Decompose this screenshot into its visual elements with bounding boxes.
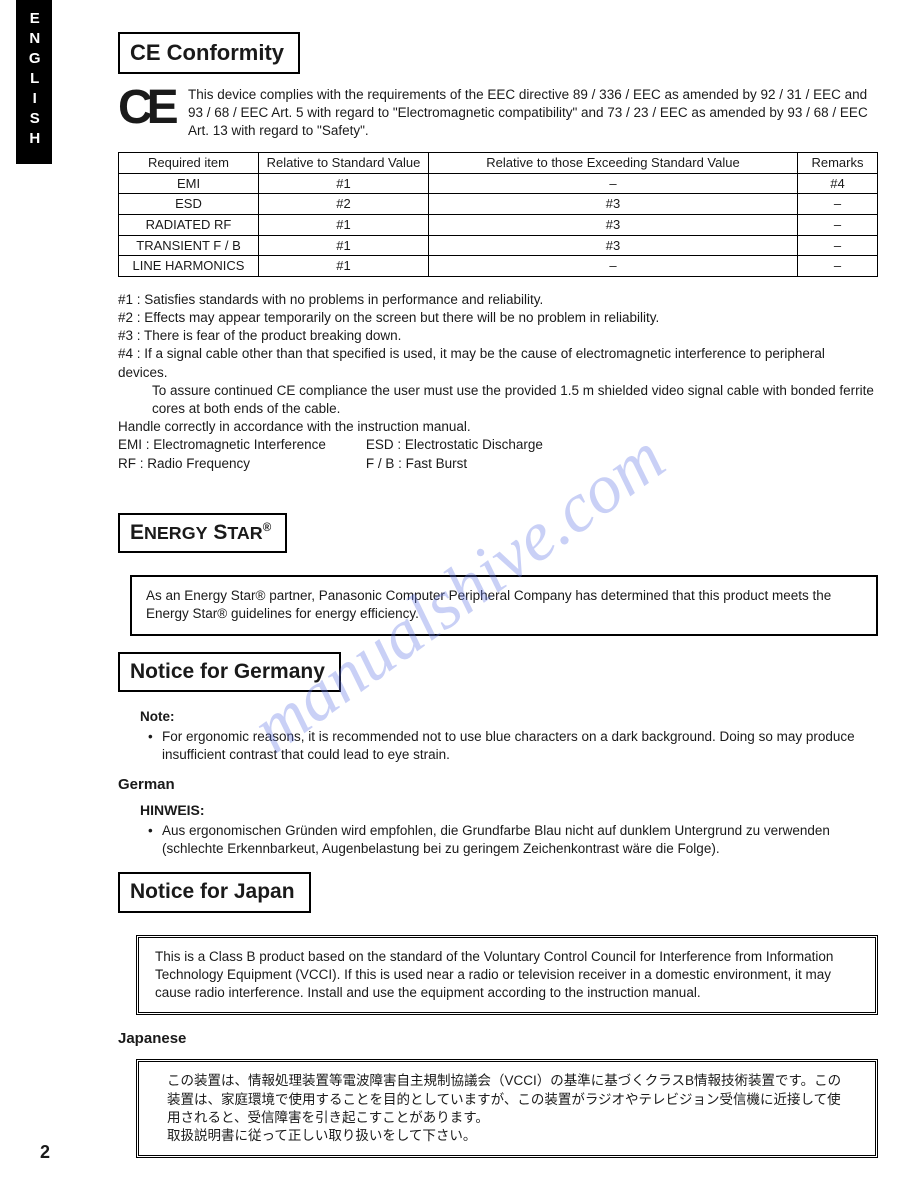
table-cell: #2 — [259, 194, 429, 215]
table-cell: #1 — [259, 256, 429, 277]
bullet-dot-icon: • — [148, 728, 162, 764]
language-tab: ENGLISH — [16, 0, 52, 164]
table-cell: – — [798, 194, 878, 215]
col-exceed: Relative to those Exceeding Standard Val… — [429, 153, 798, 174]
table-cell: #1 — [259, 235, 429, 256]
japan-title: Notice for Japan — [118, 872, 311, 912]
japan-en-box: This is a Class B product based on the s… — [136, 935, 878, 1016]
page-number: 2 — [40, 1140, 50, 1164]
bullet-dot-icon: • — [148, 822, 162, 858]
note-3: #3 : There is fear of the product breaki… — [118, 327, 878, 345]
note-1: #1 : Satisfies standards with no problem… — [118, 291, 878, 309]
table-cell: – — [429, 173, 798, 194]
ce-row: CE This device complies with the require… — [118, 86, 878, 141]
table-cell: #3 — [429, 235, 798, 256]
table-cell: ESD — [119, 194, 259, 215]
ce-paragraph: This device complies with the requiremen… — [188, 86, 878, 141]
japan-jp-box: この装置は、情報処理装置等電波障害自主規制協議会（VCCI）の基準に基づくクラス… — [136, 1059, 878, 1158]
table-cell: – — [798, 235, 878, 256]
hinweis-label: HINWEIS: — [140, 801, 878, 820]
table-row: ESD#2#3– — [119, 194, 878, 215]
col-required-item: Required item — [119, 153, 259, 174]
note-2: #2 : Effects may appear temporarily on t… — [118, 309, 878, 327]
def-esd: ESD : Electrostatic Discharge — [366, 436, 543, 454]
table-row: RADIATED RF#1#3– — [119, 214, 878, 235]
compliance-table: Required item Relative to Standard Value… — [118, 152, 878, 276]
hinweis-text: Aus ergonomischen Gründen wird empfohlen… — [162, 822, 878, 858]
def-rf: RF : Radio Frequency — [118, 455, 326, 473]
table-cell: – — [429, 256, 798, 277]
table-cell: #3 — [429, 194, 798, 215]
table-header-row: Required item Relative to Standard Value… — [119, 153, 878, 174]
table-cell: – — [798, 256, 878, 277]
def-fb: F / B : Fast Burst — [366, 455, 543, 473]
table-cell: TRANSIENT F / B — [119, 235, 259, 256]
table-cell: – — [798, 214, 878, 235]
table-cell: #1 — [259, 214, 429, 235]
table-row: EMI#1–#4 — [119, 173, 878, 194]
energy-star-box: As an Energy Star® partner, Panasonic Co… — [130, 575, 878, 635]
energy-star-title: ENERGY STAR® — [118, 513, 287, 553]
note-4b: To assure continued CE compliance the us… — [118, 382, 878, 418]
germany-note-text: For ergonomic reasons, it is recommended… — [162, 728, 878, 764]
germany-note-label: Note: — [140, 708, 878, 726]
col-std-value: Relative to Standard Value — [259, 153, 429, 174]
table-cell: RADIATED RF — [119, 214, 259, 235]
col-remarks: Remarks — [798, 153, 878, 174]
hinweis-bullet: • Aus ergonomischen Gründen wird empfohl… — [148, 822, 878, 858]
table-row: LINE HARMONICS#1–– — [119, 256, 878, 277]
table-cell: #1 — [259, 173, 429, 194]
definitions: EMI : Electromagnetic Interference RF : … — [118, 436, 878, 472]
table-row: TRANSIENT F / B#1#3– — [119, 235, 878, 256]
germany-note-bullet: • For ergonomic reasons, it is recommend… — [148, 728, 878, 764]
table-cell: LINE HARMONICS — [119, 256, 259, 277]
ce-mark-icon: CE — [118, 86, 178, 129]
german-heading: German — [118, 775, 878, 795]
table-cell: #4 — [798, 173, 878, 194]
ce-title: CE Conformity — [118, 32, 300, 74]
table-cell: EMI — [119, 173, 259, 194]
def-emi: EMI : Electromagnetic Interference — [118, 436, 326, 454]
note-4a: #4 : If a signal cable other than that s… — [118, 345, 878, 381]
japanese-heading: Japanese — [118, 1029, 878, 1049]
page-content: CE Conformity CE This device complies wi… — [118, 32, 878, 1158]
germany-title: Notice for Germany — [118, 652, 341, 692]
note-handle: Handle correctly in accordance with the … — [118, 418, 878, 436]
table-cell: #3 — [429, 214, 798, 235]
notes-block: #1 : Satisfies standards with no problem… — [118, 291, 878, 473]
